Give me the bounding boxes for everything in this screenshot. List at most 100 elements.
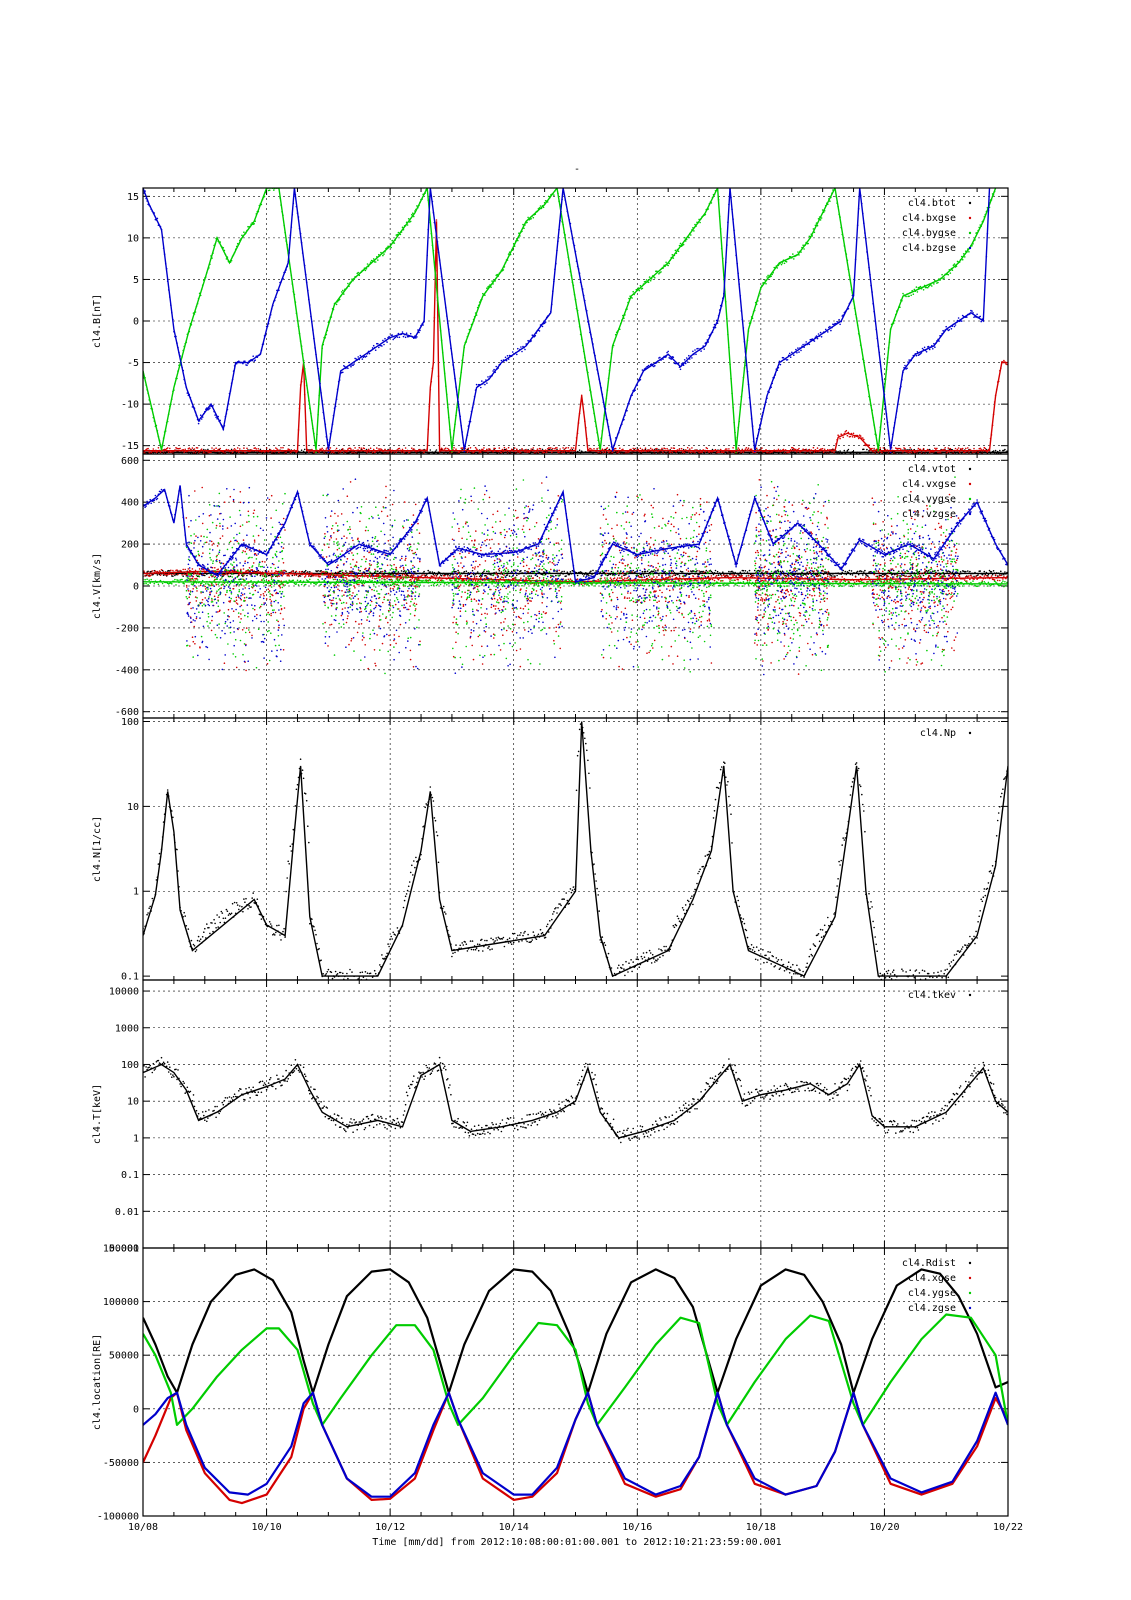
data-point bbox=[584, 299, 586, 302]
data-point bbox=[578, 412, 581, 415]
data-point bbox=[620, 424, 622, 427]
data-point bbox=[607, 574, 610, 576]
data-point bbox=[796, 351, 798, 354]
data-point bbox=[888, 570, 891, 573]
data-point bbox=[626, 308, 628, 310]
data-point bbox=[738, 574, 740, 576]
data-point bbox=[446, 578, 448, 580]
data-point bbox=[703, 449, 705, 452]
data-point bbox=[155, 219, 158, 221]
data-point bbox=[419, 201, 421, 204]
data-point bbox=[540, 450, 543, 452]
data-point bbox=[447, 322, 449, 325]
data-point bbox=[727, 333, 729, 336]
data-point bbox=[748, 569, 751, 572]
data-point bbox=[397, 571, 400, 573]
data-point bbox=[549, 313, 551, 315]
data-point bbox=[664, 265, 666, 268]
data-point bbox=[234, 248, 237, 250]
data-point bbox=[780, 450, 783, 452]
data-point bbox=[329, 576, 332, 579]
data-point bbox=[849, 279, 852, 281]
data-point bbox=[217, 415, 219, 418]
data-point bbox=[189, 323, 192, 325]
data-point bbox=[166, 280, 169, 283]
data-point bbox=[363, 267, 366, 270]
data-point bbox=[223, 249, 226, 252]
data-point bbox=[647, 364, 650, 367]
data-point bbox=[803, 346, 805, 349]
data-point bbox=[261, 198, 264, 201]
data-point bbox=[556, 447, 558, 449]
data-point bbox=[468, 328, 471, 331]
data-point bbox=[356, 359, 359, 361]
data-point bbox=[158, 224, 161, 227]
data-point bbox=[246, 447, 248, 450]
data-point bbox=[337, 299, 340, 302]
data-point bbox=[295, 570, 298, 573]
data-point bbox=[840, 226, 842, 229]
data-point bbox=[216, 450, 218, 452]
data-point bbox=[831, 326, 833, 329]
data-point bbox=[710, 450, 713, 453]
data-point bbox=[169, 296, 171, 298]
data-point bbox=[177, 346, 179, 349]
data-point bbox=[856, 224, 859, 226]
data-point bbox=[751, 317, 754, 320]
data-point bbox=[979, 315, 981, 318]
data-point bbox=[189, 396, 192, 399]
data-point bbox=[663, 264, 665, 267]
data-point bbox=[831, 575, 833, 577]
data-point bbox=[859, 344, 862, 346]
data-point bbox=[620, 322, 622, 325]
data-point bbox=[284, 231, 286, 234]
data-point bbox=[360, 271, 363, 273]
data-point bbox=[200, 448, 203, 451]
data-point bbox=[591, 338, 593, 340]
data-point bbox=[360, 355, 363, 358]
data-point bbox=[215, 416, 217, 419]
data-point bbox=[872, 450, 874, 453]
data-point bbox=[802, 574, 804, 577]
data-point bbox=[321, 347, 324, 350]
data-point bbox=[818, 335, 821, 337]
data-point bbox=[783, 262, 786, 265]
data-point bbox=[932, 348, 934, 350]
data-point bbox=[846, 259, 849, 262]
data-point bbox=[365, 448, 368, 451]
data-point bbox=[991, 573, 994, 576]
data-point bbox=[607, 377, 610, 380]
data-point bbox=[773, 449, 775, 451]
data-point bbox=[314, 347, 316, 349]
data-point bbox=[647, 450, 650, 452]
data-point bbox=[349, 364, 351, 367]
data-point bbox=[849, 301, 852, 304]
data-point bbox=[420, 575, 422, 578]
data-point bbox=[795, 573, 797, 575]
data-point bbox=[942, 278, 944, 280]
data-point bbox=[178, 364, 180, 367]
data-point bbox=[686, 361, 689, 363]
data-point bbox=[336, 571, 339, 574]
data-point bbox=[164, 263, 167, 265]
data-point bbox=[470, 410, 473, 413]
data-point bbox=[525, 578, 527, 581]
data-point bbox=[642, 283, 645, 285]
data-point bbox=[175, 335, 177, 338]
data-point bbox=[660, 271, 662, 273]
data-point bbox=[745, 347, 748, 349]
data-point bbox=[229, 390, 232, 392]
data-point bbox=[352, 279, 354, 282]
data-point bbox=[746, 579, 749, 582]
data-point bbox=[1003, 574, 1005, 576]
data-point bbox=[640, 374, 643, 376]
data-point bbox=[837, 321, 839, 324]
data-point bbox=[544, 321, 547, 323]
data-point bbox=[304, 575, 307, 577]
data-point bbox=[755, 447, 758, 450]
data-point bbox=[154, 449, 157, 452]
data-point bbox=[892, 322, 895, 324]
data-point bbox=[954, 447, 957, 450]
data-point bbox=[323, 417, 326, 420]
data-point bbox=[251, 451, 253, 453]
